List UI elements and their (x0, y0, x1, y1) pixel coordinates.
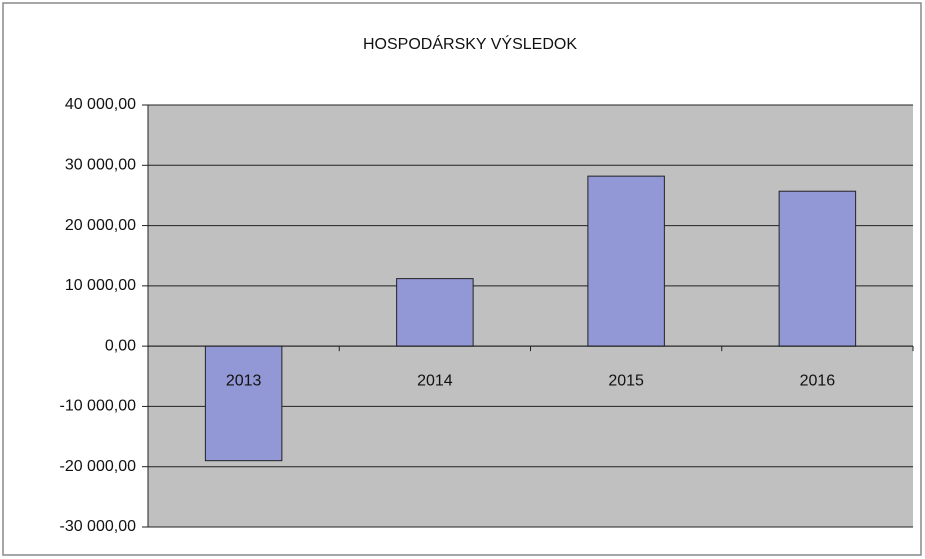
y-tick-label: -10 000,00 (59, 398, 136, 415)
x-tick-label: 2015 (608, 372, 644, 389)
y-tick-label: 10 000,00 (65, 277, 136, 294)
bar (778, 190, 857, 347)
chart-title: HOSPODÁRSKY VÝSLEDOK (363, 34, 577, 53)
y-tick-label: -30 000,00 (59, 518, 136, 535)
x-tick-label: 2014 (417, 372, 453, 389)
x-tick-label: 2013 (226, 372, 262, 389)
y-tick-label: 20 000,00 (65, 217, 136, 234)
y-tick-label: 30 000,00 (65, 157, 136, 174)
bar (587, 175, 665, 347)
bar (396, 278, 474, 347)
y-tick-label: 0,00 (105, 337, 136, 354)
y-tick-label: -20 000,00 (59, 458, 136, 475)
bar (204, 345, 283, 462)
x-tick-label: 2016 (800, 372, 836, 389)
y-tick-label: 40 000,00 (65, 96, 136, 113)
